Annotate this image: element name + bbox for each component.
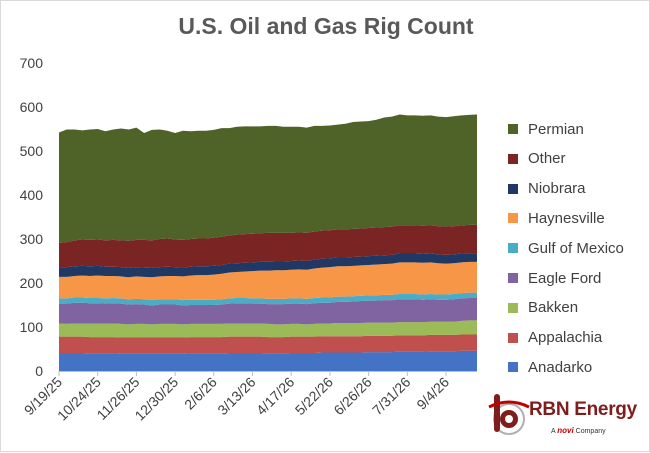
- y-tick-label: 600: [20, 99, 44, 115]
- legend-label: Niobrara: [528, 180, 586, 198]
- y-tick-label: 0: [35, 363, 43, 379]
- logo-brand-name: RBN Energy: [529, 399, 637, 420]
- area-haynesville: [59, 261, 477, 301]
- x-tick-label: 10/24/25: [54, 374, 104, 424]
- legend-item-other: Other: [508, 149, 566, 169]
- y-tick-label: 700: [20, 55, 44, 71]
- logo-tagline-suffix: Company: [575, 428, 606, 435]
- legend-swatch: [508, 243, 518, 254]
- legend-swatch: [508, 183, 518, 194]
- x-tick-label: 9/4/26: [413, 374, 452, 413]
- legend-swatch: [508, 273, 518, 283]
- y-tick-label: 100: [20, 319, 44, 335]
- area-permian: [59, 114, 477, 243]
- area-niobrara: [59, 253, 477, 278]
- x-tick-label: 3/13/26: [214, 374, 258, 418]
- legend-swatch: [508, 124, 518, 134]
- legend-swatch: [508, 362, 518, 373]
- area-bakken: [59, 320, 477, 338]
- legend-swatch: [508, 153, 518, 164]
- x-tick-label: 5/22/26: [292, 374, 336, 418]
- y-tick-label: 500: [20, 143, 44, 159]
- y-tick-label: 200: [20, 275, 44, 291]
- legend-item-anadarko: Anadarko: [508, 357, 592, 377]
- legend-label: Bakken: [528, 299, 579, 317]
- legend-item-eagle-ford: Eagle Ford: [508, 268, 601, 288]
- area-other: [59, 224, 477, 269]
- area-anadarko: [59, 350, 477, 371]
- legend-swatch: [508, 332, 518, 343]
- y-tick-label: 400: [20, 187, 44, 203]
- area-series-group: [59, 114, 477, 371]
- legend-label: Haynesville: [528, 209, 605, 227]
- logo-tagline: A novi Company: [551, 426, 606, 435]
- logo-tagline-brand: novi: [557, 426, 574, 435]
- legend-swatch: [508, 213, 518, 224]
- legend-item-appalachia: Appalachia: [508, 328, 602, 348]
- legend-label: Eagle Ford: [528, 269, 602, 287]
- x-tick-label: 4/17/26: [253, 374, 297, 418]
- legend-label: Appalachia: [528, 329, 603, 347]
- legend-item-haynesville: Haynesville: [508, 208, 605, 228]
- legend-item-gulf-of-mexico: Gulf of Mexico: [508, 238, 624, 258]
- x-tick-label: 12/30/25: [131, 374, 181, 424]
- legend-item-permian: Permian: [508, 119, 584, 139]
- legend-label: Other: [528, 150, 566, 168]
- logo-tagline-prefix: A: [551, 428, 556, 435]
- rbn-logo-icon: [488, 394, 530, 435]
- legend-label: Gulf of Mexico: [528, 239, 624, 257]
- area-gulf-of-mexico: [59, 292, 477, 306]
- legend-item-bakken: Bakken: [508, 298, 578, 318]
- legend-label: Anadarko: [528, 358, 593, 376]
- y-tick-label: 300: [20, 231, 44, 247]
- x-tick-label: 6/26/26: [330, 374, 374, 418]
- legend-label: Permian: [528, 120, 584, 138]
- legend-swatch: [508, 302, 518, 313]
- chart-title: U.S. Oil and Gas Rig Count: [178, 13, 474, 39]
- area-appalachia: [59, 334, 477, 354]
- y-axis: 0 100 200 300 400 500 600 700: [20, 55, 44, 379]
- legend-item-niobrara: Niobrara: [508, 179, 586, 199]
- x-tick-label: 7/31/26: [369, 374, 413, 418]
- company-logo: RBN Energy A novi Company: [487, 393, 647, 447]
